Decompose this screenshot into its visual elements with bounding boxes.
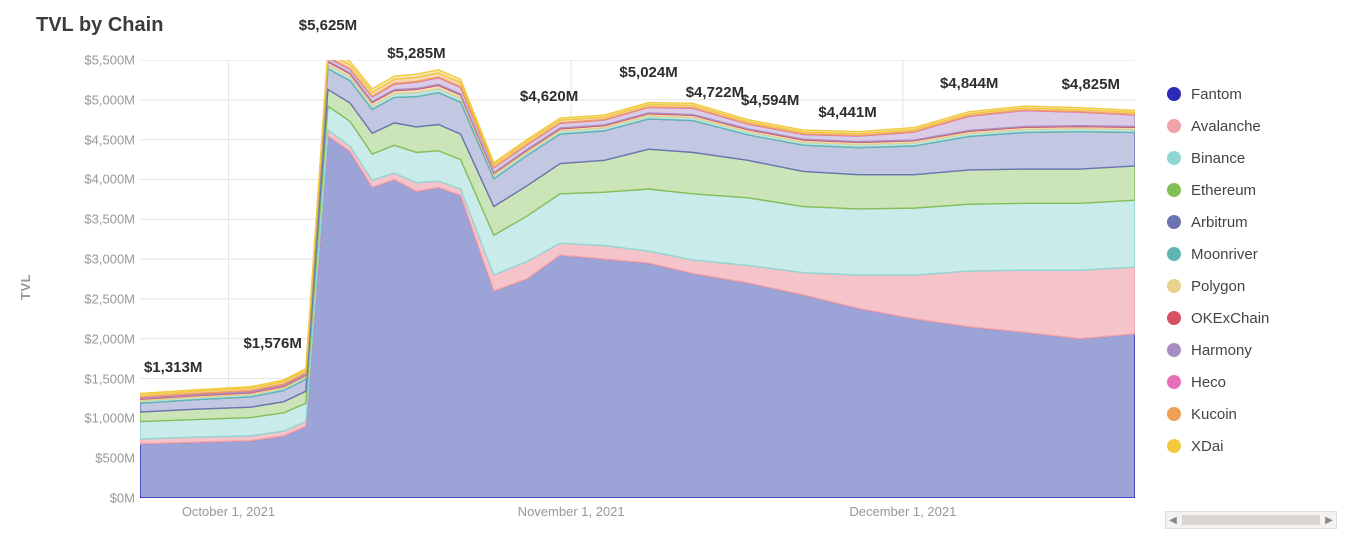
legend-label: XDai	[1191, 438, 1224, 455]
y-tick-label: $4,500M	[25, 132, 135, 147]
y-tick-label: $5,500M	[25, 53, 135, 68]
legend-swatch-icon	[1167, 407, 1181, 421]
legend-swatch-icon	[1167, 279, 1181, 293]
scroll-thumb[interactable]	[1182, 515, 1320, 525]
y-tick-label: $1,500M	[25, 371, 135, 386]
legend-swatch-icon	[1167, 119, 1181, 133]
legend-item-kucoin[interactable]: Kucoin	[1167, 398, 1337, 430]
legend-label: Avalanche	[1191, 118, 1261, 135]
y-tick-label: $1,000M	[25, 411, 135, 426]
legend-item-arbitrum[interactable]: Arbitrum	[1167, 206, 1337, 238]
peak-annotation: $5,285M	[387, 45, 445, 62]
y-tick-label: $0M	[25, 491, 135, 506]
scroll-right-icon[interactable]: ▶	[1322, 515, 1336, 526]
legend-scrollbar[interactable]: ◀ ▶	[1165, 511, 1337, 529]
peak-annotation: $4,594M	[741, 92, 799, 109]
scroll-left-icon[interactable]: ◀	[1166, 515, 1180, 526]
legend-label: Heco	[1191, 374, 1226, 391]
chart-container: TVL by Chain TVL Footprint Analytics $0M…	[0, 0, 1355, 539]
legend-label: Arbitrum	[1191, 214, 1248, 231]
plot-area[interactable]	[140, 60, 1135, 498]
x-tick-label: October 1, 2021	[182, 504, 275, 519]
legend-swatch-icon	[1167, 183, 1181, 197]
legend-label: Harmony	[1191, 342, 1252, 359]
legend: Fantom Avalanche Binance Ethereum Arbitrum Mo…	[1167, 78, 1337, 462]
legend-item-fantom[interactable]: Fantom	[1167, 78, 1337, 110]
legend-item-avalanche[interactable]: Avalanche	[1167, 110, 1337, 142]
chart-title: TVL by Chain	[36, 14, 163, 37]
legend-swatch-icon	[1167, 439, 1181, 453]
peak-annotation: $5,024M	[619, 64, 677, 81]
legend-swatch-icon	[1167, 151, 1181, 165]
legend-label: Ethereum	[1191, 182, 1256, 199]
legend-item-heco[interactable]: Heco	[1167, 366, 1337, 398]
legend-label: OKExChain	[1191, 310, 1269, 327]
peak-annotation: $4,825M	[1062, 76, 1120, 93]
y-tick-label: $3,500M	[25, 212, 135, 227]
legend-swatch-icon	[1167, 87, 1181, 101]
legend-swatch-icon	[1167, 215, 1181, 229]
peak-annotation: $4,620M	[520, 88, 578, 105]
peak-annotation: $1,313M	[144, 359, 202, 376]
legend-item-binance[interactable]: Binance	[1167, 142, 1337, 174]
peak-annotation: $5,625M	[299, 17, 357, 34]
legend-label: Polygon	[1191, 278, 1245, 295]
legend-item-xdai[interactable]: XDai	[1167, 430, 1337, 462]
legend-swatch-icon	[1167, 375, 1181, 389]
legend-item-ethereum[interactable]: Ethereum	[1167, 174, 1337, 206]
y-tick-label: $2,000M	[25, 331, 135, 346]
legend-label: Kucoin	[1191, 406, 1237, 423]
y-tick-label: $2,500M	[25, 291, 135, 306]
legend-swatch-icon	[1167, 343, 1181, 357]
legend-label: Fantom	[1191, 86, 1242, 103]
legend-item-polygon[interactable]: Polygon	[1167, 270, 1337, 302]
legend-item-moonriver[interactable]: Moonriver	[1167, 238, 1337, 270]
x-tick-label: November 1, 2021	[518, 504, 625, 519]
peak-annotation: $1,576M	[243, 335, 301, 352]
peak-annotation: $4,844M	[940, 75, 998, 92]
x-tick-label: December 1, 2021	[849, 504, 956, 519]
legend-item-harmony[interactable]: Harmony	[1167, 334, 1337, 366]
legend-swatch-icon	[1167, 311, 1181, 325]
y-tick-label: $3,000M	[25, 252, 135, 267]
y-tick-label: $500M	[25, 451, 135, 466]
y-tick-label: $5,000M	[25, 92, 135, 107]
peak-annotation: $4,441M	[818, 104, 876, 121]
legend-label: Moonriver	[1191, 246, 1258, 263]
peak-annotation: $4,722M	[686, 84, 744, 101]
y-tick-label: $4,000M	[25, 172, 135, 187]
legend-item-okexchain[interactable]: OKExChain	[1167, 302, 1337, 334]
legend-label: Binance	[1191, 150, 1245, 167]
legend-swatch-icon	[1167, 247, 1181, 261]
